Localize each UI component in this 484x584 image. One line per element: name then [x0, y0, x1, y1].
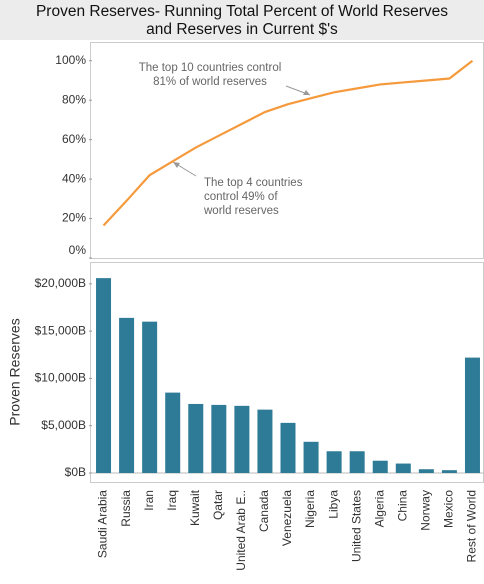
y-tick-label: 40%: [62, 171, 86, 185]
bar: [280, 422, 296, 474]
bar: [464, 357, 480, 474]
y-tick-label: $15,000B: [35, 323, 86, 337]
annotation: 81% of world reserves: [153, 76, 267, 88]
x-tick-label: China: [395, 490, 409, 522]
y-tick-label: $20,000B: [35, 276, 86, 290]
bar: [418, 469, 434, 474]
chart-title: Proven Reserves- Running Total Percent o…: [36, 3, 448, 20]
x-tick-label: Saudi Arabia: [96, 490, 110, 558]
y-tick-label: 80%: [62, 92, 86, 106]
annotation: world reserves: [203, 205, 279, 217]
bar: [257, 409, 273, 474]
x-tick-label: Kuwait: [188, 489, 202, 526]
bar: [96, 278, 112, 474]
y-tick-label: 20%: [62, 211, 86, 225]
bar: [188, 403, 204, 474]
x-tick-label: Algeria: [372, 490, 386, 528]
bar: [395, 463, 411, 474]
bar: [142, 321, 158, 474]
y-axis-label: Proven Reserves: [7, 318, 23, 425]
top-panel: [90, 42, 484, 259]
bar: [119, 317, 135, 474]
x-tick-label: Mexico: [442, 490, 456, 528]
x-tick-label: Russia: [119, 490, 133, 527]
y-tick-label: 100%: [55, 53, 86, 67]
annotation: The top 4 countries: [204, 177, 303, 189]
bar: [349, 451, 365, 474]
x-tick-label: United Arab E..: [234, 490, 248, 571]
bar: [303, 441, 319, 474]
arrow-head: [303, 90, 310, 95]
x-tick-label: Canada: [257, 490, 271, 532]
bar: [326, 451, 342, 474]
bar: [234, 405, 250, 474]
y-tick-label: $10,000B: [35, 371, 86, 385]
x-tick-label: Venezuela: [280, 490, 294, 546]
bar: [211, 404, 227, 474]
x-tick-label: Norway: [419, 490, 433, 531]
y-tick-label: 60%: [62, 132, 86, 146]
bar: [165, 392, 181, 474]
x-tick-label: Nigeria: [303, 490, 317, 528]
x-tick-label: Rest of World: [465, 490, 479, 562]
bar: [441, 470, 457, 474]
annotation: The top 10 countries control: [139, 62, 282, 74]
title-bar: [0, 0, 484, 40]
y-tick-label: $5,000B: [41, 418, 86, 432]
y-tick-label: $0B: [65, 465, 86, 479]
arrow-head: [173, 162, 180, 168]
line: [102, 59, 474, 227]
x-tick-label: Qatar: [211, 490, 225, 520]
x-tick-label: Libya: [326, 490, 340, 519]
x-tick-label: Iran: [142, 490, 156, 511]
y-tick-label: 0%: [69, 243, 87, 257]
x-tick-label: United States: [349, 490, 363, 562]
x-tick-label: Iraq: [165, 490, 179, 511]
annotation: control 49% of: [204, 191, 278, 203]
bar: [372, 460, 388, 474]
chart-title: and Reserves in Current $'s: [146, 21, 338, 38]
